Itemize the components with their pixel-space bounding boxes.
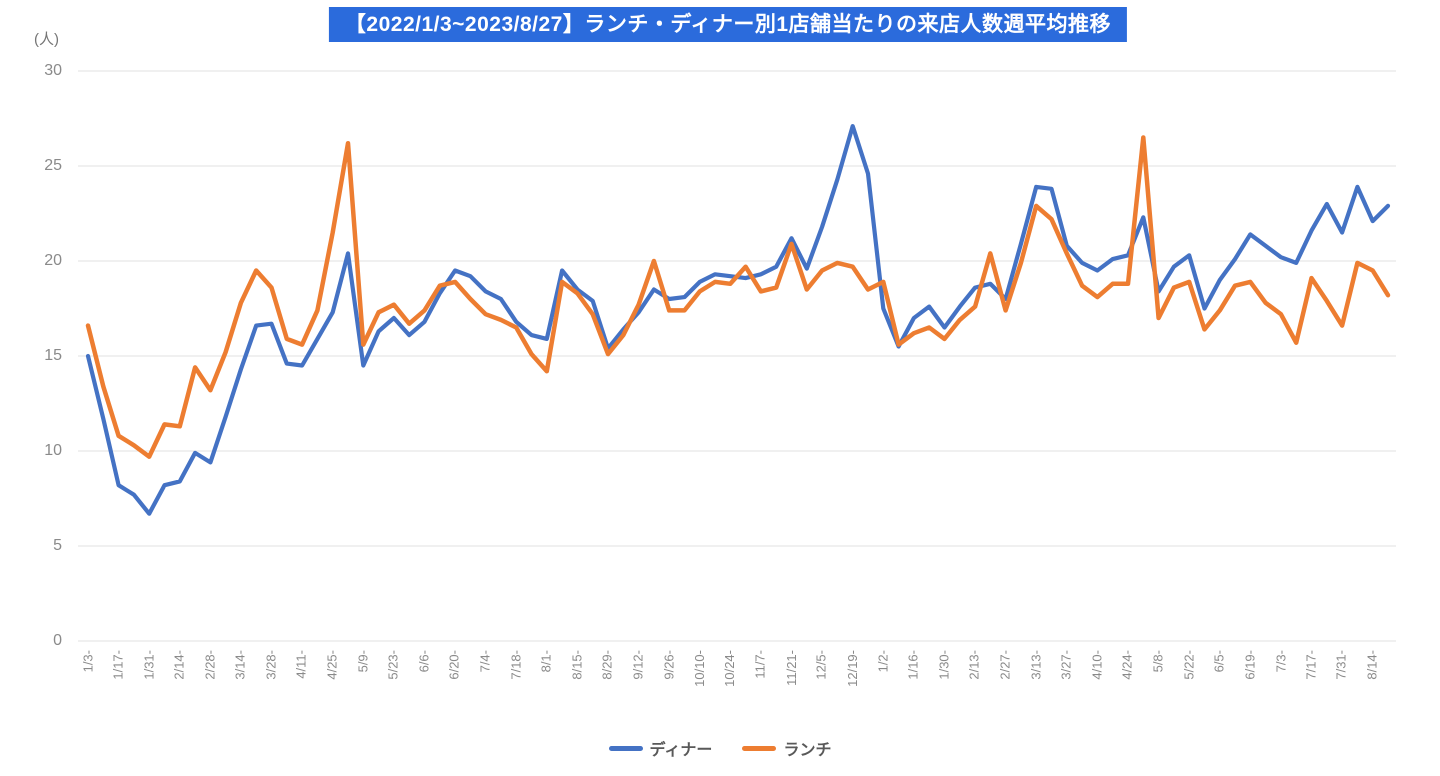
y-tick-label: 20	[44, 252, 62, 269]
x-tick-label: 7/18-	[508, 650, 524, 680]
x-tick-label: 4/10-	[1089, 650, 1105, 680]
chart-title: 【2022/1/3~2023/8/27】ランチ・ディナー別1店舗当たりの来店人数…	[328, 7, 1128, 43]
x-tick-label: 12/5-	[814, 650, 830, 680]
x-tick-label: 5/22-	[1181, 650, 1197, 680]
x-tick-label: 5/9-	[355, 650, 371, 673]
x-tick-label: 2/27-	[997, 650, 1013, 680]
x-tick-label: 6/5-	[1211, 650, 1227, 673]
x-tick-label: 1/2-	[875, 650, 891, 673]
y-tick-label: 10	[44, 442, 62, 459]
x-tick-label: 2/14-	[171, 650, 187, 680]
y-tick-label: 5	[53, 537, 62, 554]
x-tick-label: 10/24-	[722, 650, 738, 687]
chart-legend: ディナー ランチ	[0, 736, 1440, 760]
legend-line-swatch	[608, 745, 643, 751]
legend-item-dinner: ディナー	[608, 736, 713, 760]
x-tick-label: 5/8-	[1150, 650, 1166, 673]
x-tick-label: 1/31-	[141, 650, 157, 680]
x-tick-label: 5/23-	[385, 650, 401, 680]
x-tick-label: 3/14-	[232, 650, 248, 680]
x-tick-label: 12/19-	[844, 650, 860, 687]
x-tick-label: 7/17-	[1303, 650, 1319, 680]
legend-line-swatch	[742, 745, 777, 751]
x-tick-label: 11/7-	[752, 650, 768, 679]
y-tick-label: 0	[53, 632, 62, 649]
x-tick-label: 3/13-	[1028, 650, 1044, 680]
legend-label: ディナー	[649, 742, 713, 759]
x-tick-label: 8/14-	[1364, 650, 1380, 680]
x-tick-label: 4/25-	[324, 650, 340, 680]
x-tick-label: 9/26-	[661, 650, 677, 680]
legend-item-lunch: ランチ	[742, 736, 831, 760]
x-tick-label: 1/17-	[110, 650, 126, 680]
x-tick-label: 1/30-	[936, 650, 952, 680]
x-tick-label: 2/13-	[967, 650, 983, 680]
x-tick-label: 8/15-	[569, 650, 585, 680]
x-tick-label: 8/1-	[538, 650, 554, 673]
y-tick-label: 25	[44, 157, 62, 174]
x-tick-label: 2/28-	[202, 650, 218, 680]
x-tick-label: 11/21-	[783, 650, 799, 686]
legend-label: ランチ	[783, 742, 832, 759]
x-tick-label: 3/28-	[263, 650, 279, 680]
y-tick-label: 15	[44, 347, 62, 364]
x-tick-label: 1/3-	[80, 650, 95, 673]
x-tick-label: 6/6-	[416, 650, 432, 673]
x-tick-label: 9/12-	[630, 650, 646, 680]
x-tick-label: 1/16-	[905, 650, 921, 680]
y-axis-unit-label: (人)	[34, 31, 59, 48]
x-tick-label: 8/29-	[600, 650, 615, 680]
y-tick-label: 30	[44, 62, 62, 79]
x-tick-label: 7/4-	[477, 650, 493, 673]
x-tick-label: 7/31-	[1334, 650, 1350, 680]
x-tick-label: 6/19-	[1242, 650, 1258, 680]
x-tick-label: 4/24-	[1120, 650, 1135, 680]
x-tick-label: 10/10-	[691, 650, 707, 687]
lunch-line	[85, 135, 1391, 459]
x-tick-label: 3/27-	[1058, 650, 1074, 680]
x-tick-label: 6/20-	[447, 650, 463, 680]
x-tick-label: 7/3-	[1272, 650, 1288, 673]
x-tick-label: 4/11-	[294, 650, 310, 679]
